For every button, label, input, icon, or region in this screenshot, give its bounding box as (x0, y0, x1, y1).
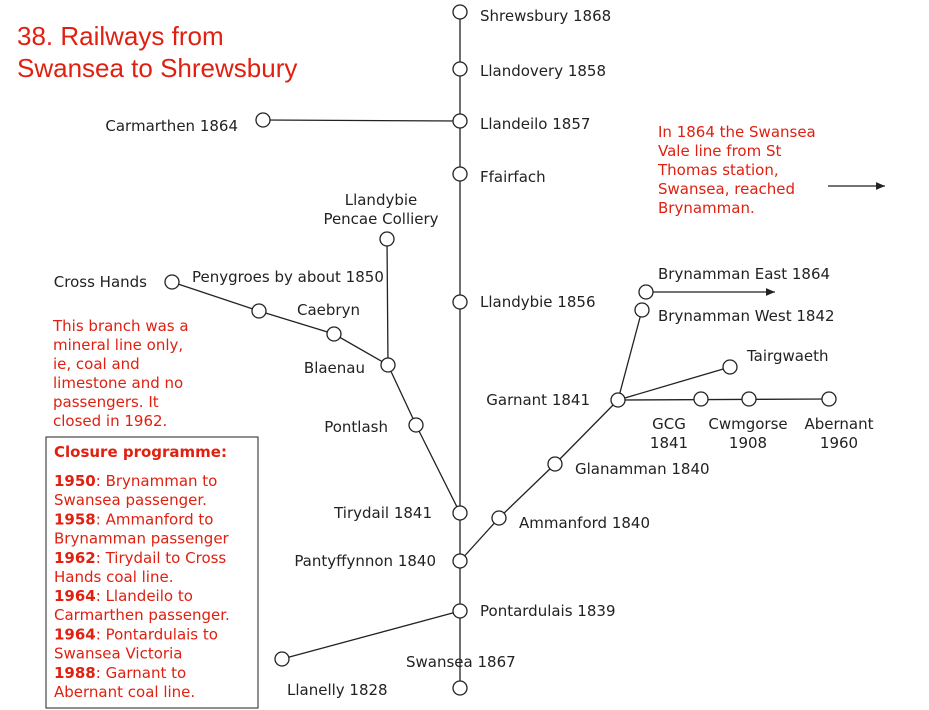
station (452, 113, 468, 129)
closure-item: 1964: Llandeilo to (54, 587, 193, 605)
station (326, 326, 342, 342)
station (452, 603, 468, 619)
note: Thomas station, (657, 161, 779, 179)
closure-box (45, 436, 259, 709)
station (379, 231, 395, 247)
station (452, 505, 468, 521)
note: passengers. It (53, 393, 159, 411)
station-label: Cwmgorse (708, 415, 787, 433)
station (693, 391, 709, 407)
station-label: Llanelly 1828 (287, 681, 388, 699)
station-label: Tairgwaeth (746, 347, 829, 365)
station (634, 302, 650, 318)
station-label: Brynamman West 1842 (658, 307, 835, 325)
closure-item: 1964: Pontardulais to (54, 626, 218, 644)
note: Vale line from St (658, 142, 781, 160)
station-label: Llandybie 1856 (480, 293, 595, 311)
closure-year: 1958 (54, 510, 96, 528)
note: mineral line only, (53, 336, 183, 354)
closure-item: 1988: Garnant to (54, 664, 186, 682)
station-label: 1841 (650, 434, 688, 452)
station-label: Llandovery 1858 (480, 62, 606, 80)
station (610, 392, 626, 408)
closure-text: Brynamman passenger (54, 529, 230, 547)
station-label: Pantyffynnon 1840 (294, 552, 436, 570)
closure-year: 1962 (54, 549, 96, 567)
closure-text: : Garnant to (96, 664, 186, 682)
station-label: Cross Hands (54, 273, 147, 291)
title: Swansea to Shrewsbury (17, 53, 297, 83)
note: Swansea, reached (658, 180, 795, 198)
station-label: 1960 (820, 434, 858, 452)
station (164, 274, 180, 290)
note: closed in 1962. (53, 412, 167, 430)
note: Brynamman. (658, 199, 755, 217)
station (452, 680, 468, 696)
note: In 1864 the Swansea (658, 123, 816, 141)
station (452, 166, 468, 182)
station-label: Garnant 1841 (486, 391, 590, 409)
closure-item: 1962: Tirydail to Cross (54, 549, 226, 567)
station-label: Penygroes by about 1850 (192, 268, 384, 286)
station-label: Brynamman East 1864 (658, 265, 830, 283)
note: This branch was a (52, 317, 189, 335)
closure-text: : Brynamman to (96, 472, 218, 490)
note: limestone and no (53, 374, 183, 392)
station-label: Ammanford 1840 (519, 514, 650, 532)
station (491, 510, 507, 526)
station (821, 391, 837, 407)
station-label: Pencae Colliery (323, 210, 438, 228)
station (722, 359, 738, 375)
station (408, 417, 424, 433)
station (452, 294, 468, 310)
station-label: Glanamman 1840 (575, 460, 710, 478)
station-label: Shrewsbury 1868 (480, 7, 611, 25)
station (547, 456, 563, 472)
station-label: Swansea 1867 (406, 653, 516, 671)
station-label: Llandeilo 1857 (480, 115, 590, 133)
station-label: Pontardulais 1839 (480, 602, 615, 620)
closure-year: 1964 (54, 626, 96, 644)
station-label: Blaenau (304, 359, 365, 377)
station (251, 303, 267, 319)
closure-text: : Pontardulais to (96, 626, 218, 644)
closure-text: Carmarthen passenger. (54, 606, 230, 624)
title: 38. Railways from (17, 21, 224, 51)
station (638, 284, 654, 300)
station-label: Ffairfach (480, 168, 546, 186)
station (452, 4, 468, 20)
closure-text: Hands coal line. (54, 568, 173, 586)
station (380, 357, 396, 373)
station (452, 553, 468, 569)
closure-year: 1950 (54, 472, 96, 490)
station (255, 112, 271, 128)
closure-item: 1958: Ammanford to (54, 510, 213, 528)
closure-year: 1964 (54, 587, 96, 605)
station-label: 1908 (729, 434, 767, 452)
closure-text: : Llandeilo to (96, 587, 193, 605)
station-label: Caebryn (297, 301, 360, 319)
closure-text: : Tirydail to Cross (96, 549, 227, 567)
closure-text: Swansea passenger. (54, 491, 207, 509)
station (452, 61, 468, 77)
station-label: GCG (652, 415, 686, 433)
closure-heading: Closure programme: (54, 443, 227, 461)
closure-year: 1988 (54, 664, 96, 682)
station-label: Tirydail 1841 (333, 504, 432, 522)
station (741, 391, 757, 407)
station-label: Pontlash (324, 418, 388, 436)
closure-text: Swansea Victoria (54, 645, 182, 663)
station (274, 651, 290, 667)
note: ie, coal and (53, 355, 140, 373)
station-label: Llandybie (345, 191, 418, 209)
closure-text: : Ammanford to (96, 510, 214, 528)
closure-item: 1950: Brynamman to (54, 472, 217, 490)
closure-text: Abernant coal line. (54, 683, 195, 701)
station-label: Abernant (804, 415, 873, 433)
station-label: Carmarthen 1864 (105, 117, 238, 135)
